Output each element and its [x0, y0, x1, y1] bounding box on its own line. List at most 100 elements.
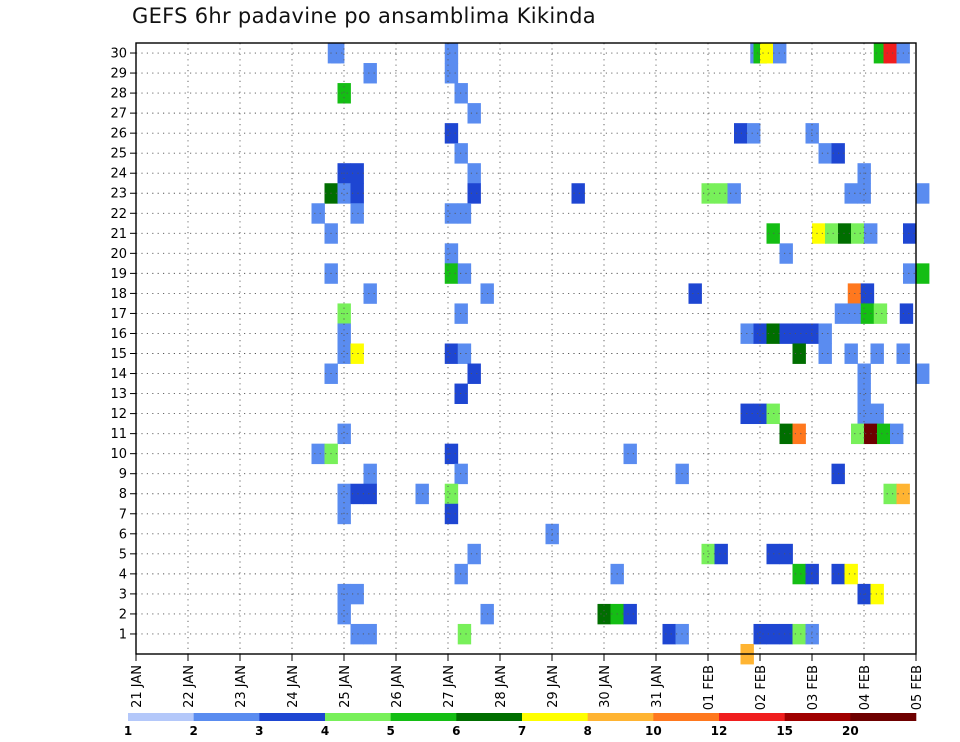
colorbar-swatch-6 [522, 713, 588, 721]
colorbar-label-10: 15 [776, 724, 793, 738]
cell-member-8 [350, 483, 364, 505]
cell-member-16 [753, 323, 767, 344]
cell-member-22 [311, 203, 325, 224]
x-tick-label-7: 28 JAN [494, 665, 509, 708]
colorbar-layer: 1 2 3 4 5 6 7 8 10 12 15 20 [124, 713, 917, 738]
colorbar-swatch-8 [653, 713, 720, 721]
colorbar-swatch-11 [850, 713, 917, 721]
cell-member-28 [337, 83, 351, 104]
cell-member-3 [870, 583, 884, 605]
cell-member-30 [331, 43, 345, 64]
cell-member-18 [363, 283, 377, 304]
cell-member-11 [779, 423, 793, 445]
cell-member-1 [662, 623, 676, 645]
cell-member-25 [818, 143, 832, 164]
colorbar-label-7: 8 [583, 724, 591, 738]
cell-member-13 [454, 383, 468, 404]
cell-member-1 [753, 623, 767, 645]
y-tick-label-28: 28 [110, 87, 127, 102]
x-tick-label-10: 31 JAN [650, 665, 665, 708]
cell-member-10 [623, 443, 637, 465]
cell-member-4 [792, 563, 806, 585]
cell-member-20 [444, 243, 459, 264]
y-tick-label-27: 27 [110, 107, 127, 122]
colorbar-label-9: 12 [711, 724, 728, 738]
cell-member-16 [792, 323, 806, 344]
cell-member-8 [337, 483, 351, 505]
cell-member-2 [623, 603, 637, 625]
cell-member-23 [727, 183, 741, 204]
cell-member-15 [792, 343, 806, 364]
y-tick-label-9: 9 [119, 467, 127, 482]
cell-member-20 [779, 243, 793, 264]
cell-member-17 [860, 303, 875, 324]
x-tick-label-9: 30 JAN [598, 665, 613, 708]
cell-member-8 [883, 483, 897, 505]
x-tick-label-13: 03 FEB [806, 665, 821, 710]
y-tick-label-5: 5 [119, 547, 127, 562]
cell-member-23 [916, 183, 930, 204]
cell-member-3 [350, 583, 364, 605]
cell-member-4 [844, 563, 858, 585]
y-tick-label-18: 18 [110, 287, 127, 302]
cell-member-1 [350, 623, 364, 645]
cell-member-24 [350, 163, 364, 184]
cell-member-16 [818, 323, 832, 344]
cell-member-5 [467, 543, 481, 565]
cell-member-11 [792, 423, 806, 445]
x-tick-label-12: 02 FEB [754, 665, 769, 710]
colorbar-label-8: 10 [645, 724, 662, 738]
cell-member-30 [444, 43, 459, 64]
colorbar-label-1: 2 [189, 724, 197, 738]
cell-member-23 [701, 183, 715, 204]
cell-member-1 [779, 623, 793, 645]
x-tick-label-2: 23 JAN [234, 665, 249, 708]
y-tick-label-6: 6 [119, 527, 127, 542]
cell-member-15 [818, 343, 832, 364]
colorbar-swatch-4 [390, 713, 457, 721]
cell-member-18 [860, 283, 875, 304]
colorbar-label-3: 4 [321, 724, 329, 738]
cell-member-19 [444, 263, 459, 284]
y-tick-label-19: 19 [110, 267, 127, 282]
cell-member-15 [844, 343, 858, 364]
y-tick-label-15: 15 [110, 347, 127, 362]
cell-member-16 [779, 323, 793, 344]
colorbar-swatch-7 [587, 713, 654, 721]
cell-member-5 [779, 543, 793, 565]
cell-member-23 [350, 183, 364, 204]
x-tick-label-15: 05 FEB [910, 665, 925, 710]
y-tick-label-17: 17 [110, 307, 127, 322]
y-tick-label-25: 25 [110, 147, 127, 162]
cell-member-10 [444, 443, 459, 465]
cell-member-26 [734, 123, 748, 144]
cell-member-12 [870, 403, 884, 425]
cell-member-27 [467, 103, 481, 124]
y-tick-label-24: 24 [110, 167, 127, 182]
cell-member-15 [350, 343, 364, 364]
cell-member-29 [363, 63, 377, 84]
cell-member-23 [857, 183, 871, 204]
cell-member-14 [857, 363, 871, 384]
cell-member-19 [457, 263, 472, 284]
colorbar-swatch-9 [719, 713, 785, 721]
x-tick-label-4: 25 JAN [338, 665, 353, 708]
cell-member-21 [812, 223, 826, 244]
y-tick-label-20: 20 [110, 247, 127, 262]
cell-member-28 [454, 83, 468, 104]
cell-member-1 [457, 623, 472, 645]
y-tick-label-10: 10 [110, 447, 127, 462]
colorbar-label-6: 7 [518, 724, 526, 738]
y-tick-label-29: 29 [110, 67, 127, 82]
cell-member-1 [792, 623, 806, 645]
y-tick-label-11: 11 [110, 427, 127, 442]
cell-member-9 [454, 463, 468, 485]
colorbar-swatch-0 [128, 713, 194, 721]
cell-member-15 [870, 343, 884, 364]
y-tick-label-7: 7 [119, 507, 127, 522]
cell-member-25 [454, 143, 468, 164]
colorbar-swatch-3 [325, 713, 391, 721]
cell-member-17 [899, 303, 914, 324]
y-tick-label-14: 14 [110, 367, 127, 382]
